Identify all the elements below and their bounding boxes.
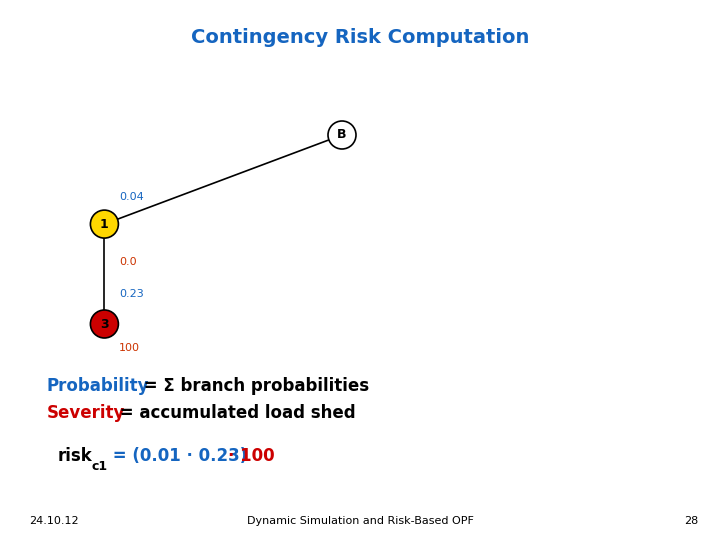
Text: 0.04: 0.04 xyxy=(119,192,143,202)
Text: 3: 3 xyxy=(100,318,109,330)
Text: · 100: · 100 xyxy=(228,447,275,465)
Text: = accumulated load shed: = accumulated load shed xyxy=(114,404,356,422)
Text: Contingency Risk Computation: Contingency Risk Computation xyxy=(191,28,529,48)
Ellipse shape xyxy=(91,310,118,338)
Ellipse shape xyxy=(328,121,356,149)
Text: = (0.01 · 0.23): = (0.01 · 0.23) xyxy=(107,447,253,465)
Text: c1: c1 xyxy=(91,460,107,472)
Text: risk: risk xyxy=(58,447,92,465)
Text: 100: 100 xyxy=(119,343,140,353)
Text: 28: 28 xyxy=(684,516,698,526)
Text: 0.23: 0.23 xyxy=(119,289,143,299)
Text: B: B xyxy=(337,129,347,141)
Text: Probability: Probability xyxy=(47,377,149,395)
Text: 1: 1 xyxy=(100,218,109,231)
Text: Dynamic Simulation and Risk-Based OPF: Dynamic Simulation and Risk-Based OPF xyxy=(246,516,474,526)
Text: 24.10.12: 24.10.12 xyxy=(29,516,78,526)
Text: 0.0: 0.0 xyxy=(119,257,136,267)
Text: = Σ branch probabilities: = Σ branch probabilities xyxy=(138,377,369,395)
Text: Severity: Severity xyxy=(47,404,125,422)
Ellipse shape xyxy=(91,210,118,238)
